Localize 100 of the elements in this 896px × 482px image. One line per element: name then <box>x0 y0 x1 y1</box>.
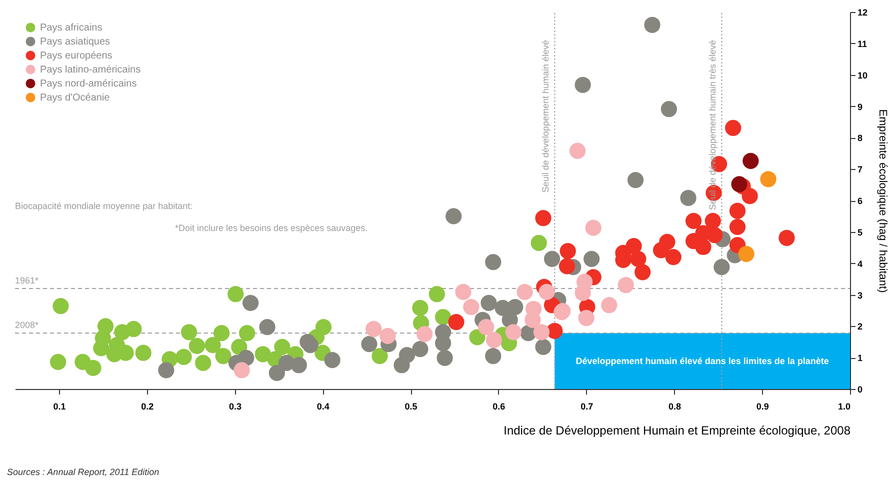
point <box>738 246 754 262</box>
point <box>412 300 428 316</box>
point <box>259 319 276 336</box>
point <box>412 341 428 358</box>
x-tick-label: 0.6 <box>492 402 506 412</box>
x-tick-label: 0.3 <box>228 402 242 412</box>
point <box>729 202 746 219</box>
point <box>188 338 206 354</box>
point <box>569 142 586 159</box>
point <box>578 310 594 326</box>
point <box>52 298 69 314</box>
point <box>486 332 502 348</box>
y-tick-label: 8 <box>858 133 863 144</box>
legend-label: Pays nord-américains <box>40 78 137 90</box>
ref-line-label: Seuil de développement humain élevé <box>540 40 551 193</box>
point <box>180 324 198 340</box>
x-tick-label: 0.9 <box>756 402 769 412</box>
y-tick-label: 3 <box>858 290 863 300</box>
point <box>731 176 748 192</box>
y-tick-label: 4 <box>858 258 863 269</box>
point <box>584 250 600 267</box>
point <box>538 284 555 300</box>
legend-label: Pays d'Océanie <box>40 92 110 104</box>
x-tick-label: 0.5 <box>404 402 418 412</box>
x-tick-label: 0.8 <box>668 402 681 412</box>
point <box>627 172 644 188</box>
point <box>254 346 271 362</box>
point <box>680 190 696 206</box>
legend-label: Pays africains <box>40 22 102 34</box>
y-tick-label: 9 <box>858 102 863 112</box>
annotation: 2008* <box>15 320 40 330</box>
point <box>231 338 248 355</box>
point <box>195 354 212 371</box>
point <box>630 250 646 267</box>
point <box>714 259 730 276</box>
point <box>126 320 142 338</box>
legend-label: Pays européens <box>40 50 112 62</box>
point <box>428 286 445 302</box>
point <box>158 362 174 378</box>
point <box>574 76 591 93</box>
annotation: Biocapacité mondiale moyenne par habitant: <box>15 201 193 211</box>
point <box>585 220 602 236</box>
point <box>652 242 670 258</box>
point <box>361 336 378 352</box>
point <box>228 286 244 302</box>
point <box>372 348 388 364</box>
point <box>234 362 250 378</box>
point <box>626 238 642 254</box>
y-tick-label: 2 <box>858 322 863 332</box>
point <box>242 294 259 311</box>
point <box>618 276 634 294</box>
y-tick-label: 12 <box>858 8 868 18</box>
legend-label: Pays asiatiques <box>40 36 110 48</box>
x-tick-label: 0.4 <box>316 402 330 412</box>
source-note: Sources : Annual Report, 2011 Edition <box>7 467 160 477</box>
point <box>516 284 533 300</box>
point <box>176 348 192 365</box>
point <box>574 284 591 301</box>
annotation: 1961* <box>15 275 40 286</box>
point <box>268 364 285 382</box>
point <box>760 171 776 188</box>
point <box>416 326 433 342</box>
point <box>505 324 522 340</box>
point <box>634 264 651 280</box>
ref-line-label: Seuil de développement humain très élevé <box>708 40 718 210</box>
x-axis-title: Indice de Développement Humain et Empreinte écologique, 2008 <box>504 424 851 438</box>
point <box>434 309 452 326</box>
legend-label: Pays latino-américains <box>40 64 141 76</box>
point <box>135 344 152 361</box>
point <box>478 319 494 336</box>
y-tick-label: 5 <box>858 227 863 238</box>
point <box>695 238 712 256</box>
band-label: Développement humain élevé dans les limites de la planète <box>576 356 829 366</box>
point <box>274 338 290 355</box>
point <box>485 348 502 364</box>
point <box>238 325 256 342</box>
x-tick-label: 0.2 <box>141 402 154 412</box>
point <box>729 218 746 235</box>
point <box>485 254 502 270</box>
point <box>290 357 307 374</box>
point <box>380 328 396 344</box>
y-tick-label: 6 <box>858 196 863 206</box>
point <box>535 210 552 226</box>
point <box>436 350 453 366</box>
x-tick-label: 1.0 <box>838 402 850 412</box>
point <box>85 360 102 376</box>
x-tick-label: 0.1 <box>53 402 66 412</box>
annotation: *Doit inclure les besoins des espèces sauvages. <box>175 223 368 233</box>
point <box>463 298 480 316</box>
y-tick-label: 1 <box>858 353 863 364</box>
point <box>544 250 560 267</box>
point <box>398 347 416 364</box>
point <box>558 258 576 274</box>
point <box>644 16 660 33</box>
point <box>778 230 795 246</box>
point <box>535 338 552 355</box>
point <box>601 297 618 314</box>
y-tick-label: 7 <box>858 164 863 175</box>
point <box>725 120 742 136</box>
point <box>480 294 497 311</box>
